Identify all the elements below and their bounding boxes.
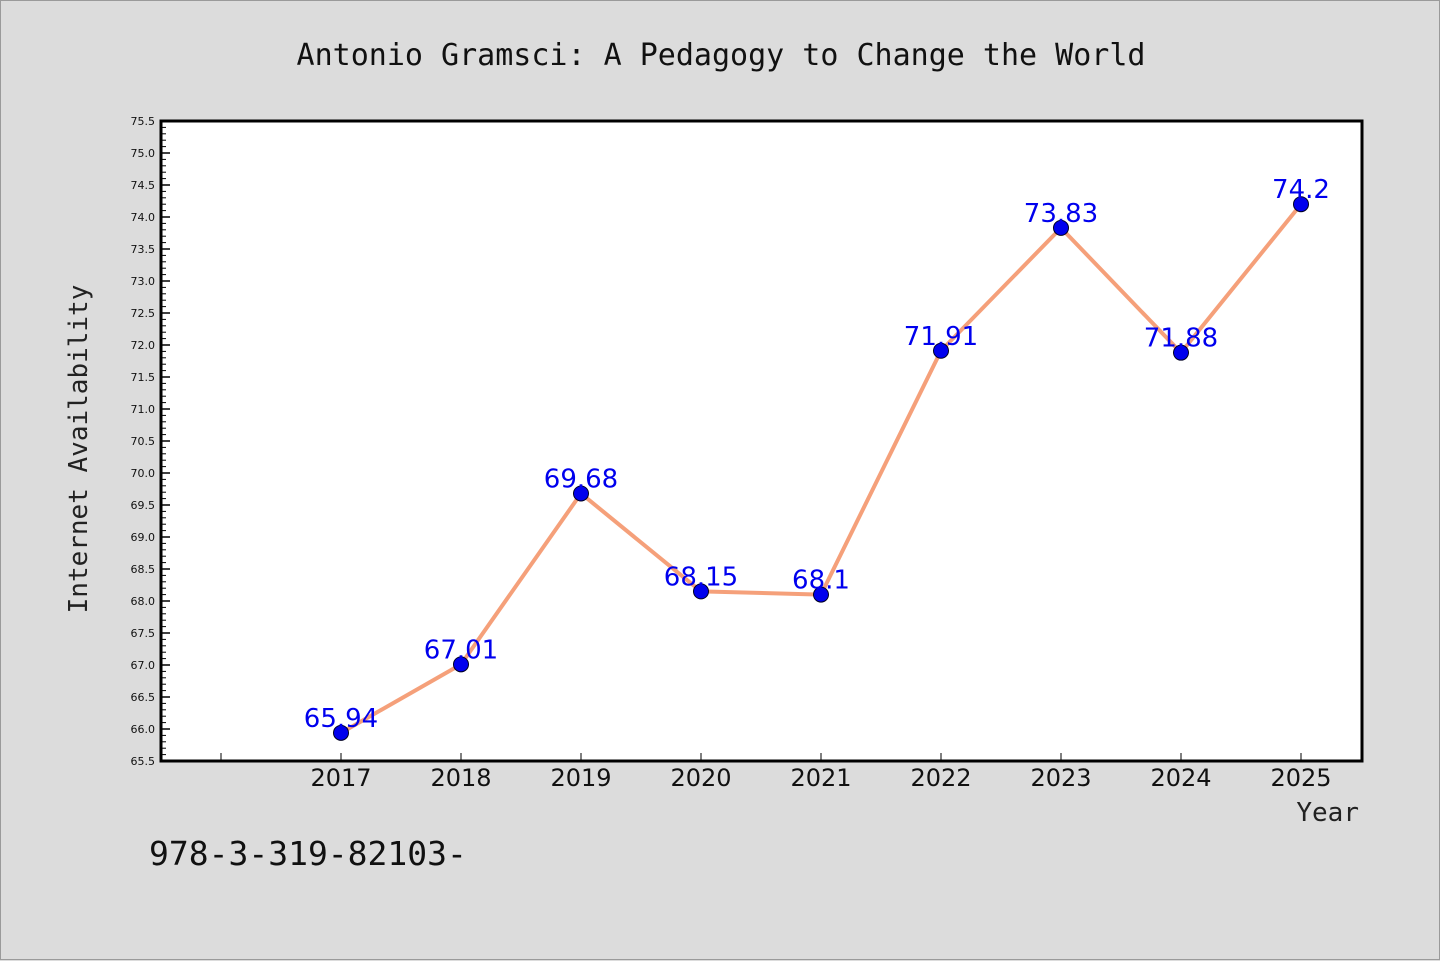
y-tick-label: 72.0 [131,339,156,352]
data-label: 71.91 [904,322,978,352]
y-tick-label: 73.0 [131,275,156,288]
y-tick-label: 74.0 [131,211,156,224]
data-series [333,196,1309,741]
y-tick-label: 66.0 [131,723,156,736]
data-label: 73.83 [1024,199,1098,229]
data-label: 67.01 [424,635,498,665]
x-tick-label: 2018 [430,764,491,792]
data-label: 65.94 [304,704,378,734]
data-label: 71.88 [1144,324,1218,354]
y-tick-label: 70.0 [131,467,156,480]
y-tick-label: 73.5 [131,243,156,256]
footer-isbn: 978-3-319-82103- [149,834,467,873]
data-point [813,586,829,603]
y-tick-label: 72.5 [131,307,156,320]
x-tick-label: 2022 [910,764,971,792]
y-tick-label: 74.5 [131,179,156,192]
y-tick-label: 71.0 [131,403,156,416]
data-point [1293,196,1309,213]
data-label: 69.68 [544,464,618,494]
plot-area [159,119,1364,763]
y-axis-title: Internet Availability [64,285,94,614]
y-axis: 65.5 66.0 66.5 67.0 67.5 68.0 68.5 69.0 69.5 70.0… [131,115,170,768]
y-tick-label: 69.5 [131,499,156,512]
data-label: 68.15 [664,562,738,592]
x-tick-label: 2023 [1030,764,1091,792]
data-point [693,583,709,600]
x-tick-label: 2024 [1150,764,1211,792]
x-tick-label: 2025 [1270,764,1331,792]
x-tick-label: 2019 [550,764,611,792]
y-tick-label: 75.0 [131,147,156,160]
data-point [333,724,349,741]
data-point [1173,344,1189,361]
data-point [453,656,469,673]
y-tick-label: 66.5 [131,691,156,704]
data-point [1053,219,1069,236]
y-tick-label: 75.5 [131,115,156,128]
y-tick-label: 70.5 [131,435,156,448]
data-point [933,342,949,359]
data-label: 74.2 [1272,175,1330,205]
y-tick-label: 67.5 [131,627,156,640]
y-tick-label: 68.0 [131,595,156,608]
data-labels: 65.94 67.01 69.68 68.15 68.1 71.91 73.83 71.88 7… [304,175,1330,734]
y-tick-label: 71.5 [131,371,156,384]
y-tick-label: 65.5 [131,755,156,768]
x-tick-label: 2021 [790,764,851,792]
x-tick-label: 2017 [310,764,371,792]
data-label: 68.1 [792,566,850,596]
x-axis-title: Year [1296,798,1359,828]
y-tick-label: 69.0 [131,531,156,544]
y-tick-label: 68.5 [131,563,156,576]
x-axis: 2017 2018 2019 2020 2021 2022 2023 2024 2025 [220,753,1332,792]
chart-title: Antonio Gramsci: A Pedagogy to Change th… [297,38,1146,73]
x-tick-label: 2020 [670,764,731,792]
data-point [573,485,589,502]
y-tick-label: 67.0 [131,659,156,672]
